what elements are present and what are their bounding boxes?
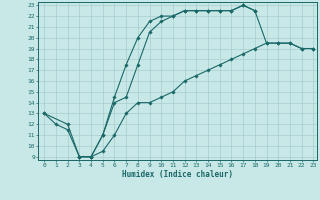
X-axis label: Humidex (Indice chaleur): Humidex (Indice chaleur) [122, 170, 233, 179]
